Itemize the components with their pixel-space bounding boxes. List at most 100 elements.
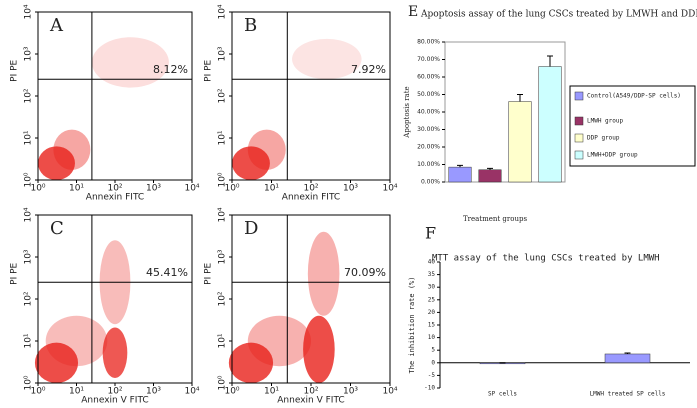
legend-label: Control(A549/DDP-SP cells) bbox=[587, 93, 681, 100]
y-tick-label: 40.00% bbox=[417, 109, 440, 116]
bar bbox=[604, 353, 651, 364]
cell-cloud bbox=[228, 342, 274, 383]
x-tick-label: 10³ bbox=[343, 387, 358, 397]
y-tick-label: 30 bbox=[428, 284, 436, 291]
panel-letter: B bbox=[244, 15, 257, 36]
y-tick-label: 10³ bbox=[24, 249, 34, 264]
y-tick-label: -5 bbox=[428, 372, 436, 379]
x-tick-label: 10⁴ bbox=[382, 184, 397, 194]
bar bbox=[448, 166, 472, 183]
x-tick-label: 10⁰ bbox=[30, 184, 45, 194]
y-axis-label: PI PE bbox=[10, 59, 20, 81]
y-tick-label: 10¹ bbox=[24, 333, 34, 348]
y-tick-label: 20 bbox=[428, 309, 436, 316]
cell-cloud bbox=[91, 37, 169, 88]
y-tick-label: 10⁰ bbox=[218, 172, 228, 187]
y-axis-label: PI PE bbox=[10, 262, 20, 284]
y-tick-label: 0 bbox=[431, 359, 435, 366]
y-tick-label: 10¹ bbox=[218, 130, 228, 145]
y-tick-label: 10³ bbox=[218, 46, 228, 61]
x-axis-label: Annexin V FITC bbox=[277, 396, 344, 406]
y-tick-label: 10² bbox=[218, 88, 228, 103]
x-tick-label: 10⁴ bbox=[184, 387, 199, 397]
y-tick-label: 60.00% bbox=[417, 74, 440, 81]
y-tick-label: 35 bbox=[428, 271, 436, 278]
legend-label: LMWH+DDP group bbox=[587, 152, 638, 159]
cell-cloud bbox=[247, 129, 286, 170]
legend-swatch bbox=[574, 91, 584, 101]
y-tick-label: -10 bbox=[424, 385, 435, 392]
x-axis-label: Annexin FITC bbox=[86, 193, 144, 203]
error-bar bbox=[487, 167, 493, 170]
cell-cloud bbox=[292, 38, 362, 80]
y-tick-label: 10⁴ bbox=[218, 207, 228, 222]
y-tick-label: 80.00% bbox=[417, 39, 440, 46]
y-tick-label: 10⁰ bbox=[218, 375, 228, 390]
x-tick-label: 10⁴ bbox=[184, 184, 199, 194]
x-tick-label: 10³ bbox=[146, 184, 161, 194]
legend-box bbox=[569, 85, 696, 167]
legend-swatch bbox=[574, 150, 584, 160]
cell-cloud bbox=[45, 315, 108, 367]
x-tick-label: 10¹ bbox=[69, 184, 84, 194]
y-tick-label: 25 bbox=[428, 296, 436, 303]
y-tick-label: 0.00% bbox=[421, 179, 440, 186]
x-tick-label: 10² bbox=[107, 184, 122, 194]
error-bar bbox=[624, 352, 631, 354]
y-tick-label: 70.00% bbox=[417, 56, 440, 63]
x-tick-label: 10³ bbox=[343, 184, 358, 194]
y-tick-label: 10⁴ bbox=[24, 207, 34, 222]
error-bar bbox=[517, 94, 523, 102]
quadrant-percent: 8.12% bbox=[153, 63, 188, 76]
cell-cloud bbox=[307, 231, 340, 316]
x-tick-label: 10¹ bbox=[69, 387, 84, 397]
y-tick-label: 30.00% bbox=[417, 126, 440, 133]
y-tick-label: 10² bbox=[218, 291, 228, 306]
legend-label: DDP group bbox=[587, 135, 620, 142]
cell-cloud bbox=[102, 327, 128, 378]
legend-label: LMWH group bbox=[587, 118, 624, 125]
x-tick-label: 10⁰ bbox=[224, 387, 239, 397]
y-tick-label: 10⁰ bbox=[24, 172, 34, 187]
y-tick-label: 50.00% bbox=[417, 91, 440, 98]
panel-letter: D bbox=[244, 218, 258, 239]
chart-title: Apoptosis assay of the lung CSCs treated… bbox=[420, 10, 697, 20]
y-tick-label: 10⁰ bbox=[24, 375, 34, 390]
panel-letter: A bbox=[49, 15, 64, 36]
chart-title: MTT assay of the lung CSCs treated by LM… bbox=[432, 254, 660, 264]
panel-letter: F bbox=[425, 224, 436, 243]
y-tick-label: 40 bbox=[428, 259, 436, 266]
y-tick-label: 10¹ bbox=[218, 333, 228, 348]
x-tick-label: 10² bbox=[107, 387, 122, 397]
y-tick-label: 10 bbox=[428, 334, 436, 341]
legend-swatch bbox=[574, 116, 584, 126]
y-axis-label: Apoptosis rate bbox=[403, 86, 411, 138]
x-axis-label: Annexin V FITC bbox=[81, 396, 148, 406]
x-axis-label: Treatment groups bbox=[463, 215, 528, 223]
y-axis-label: PI PE bbox=[204, 262, 214, 284]
x-tick-label: 10⁰ bbox=[30, 387, 45, 397]
x-tick-label: LMWH treated SP cells bbox=[590, 391, 666, 398]
x-tick-label: 10² bbox=[303, 184, 318, 194]
x-tick-label: 10¹ bbox=[264, 184, 279, 194]
cell-cloud bbox=[232, 146, 270, 180]
y-tick-label: 20.00% bbox=[417, 144, 440, 151]
error-bar bbox=[457, 164, 463, 168]
x-tick-label: 10⁰ bbox=[224, 184, 239, 194]
y-tick-label: 10⁴ bbox=[218, 4, 228, 19]
y-axis-label: The inhibition rate (%) bbox=[408, 277, 416, 374]
y-axis-label: PI PE bbox=[204, 59, 214, 81]
x-tick-label: 10³ bbox=[146, 387, 161, 397]
x-tick-label: 10² bbox=[303, 387, 318, 397]
bar bbox=[538, 66, 562, 183]
quadrant-percent: 45.41% bbox=[146, 266, 188, 279]
y-tick-label: 15 bbox=[428, 322, 436, 329]
bar bbox=[478, 169, 502, 183]
cell-cloud bbox=[34, 342, 79, 383]
y-tick-label: 10² bbox=[24, 88, 34, 103]
y-tick-label: 10³ bbox=[24, 46, 34, 61]
cell-cloud bbox=[38, 146, 75, 180]
error-bar bbox=[547, 55, 553, 67]
x-tick-label: SP cells bbox=[488, 391, 517, 398]
